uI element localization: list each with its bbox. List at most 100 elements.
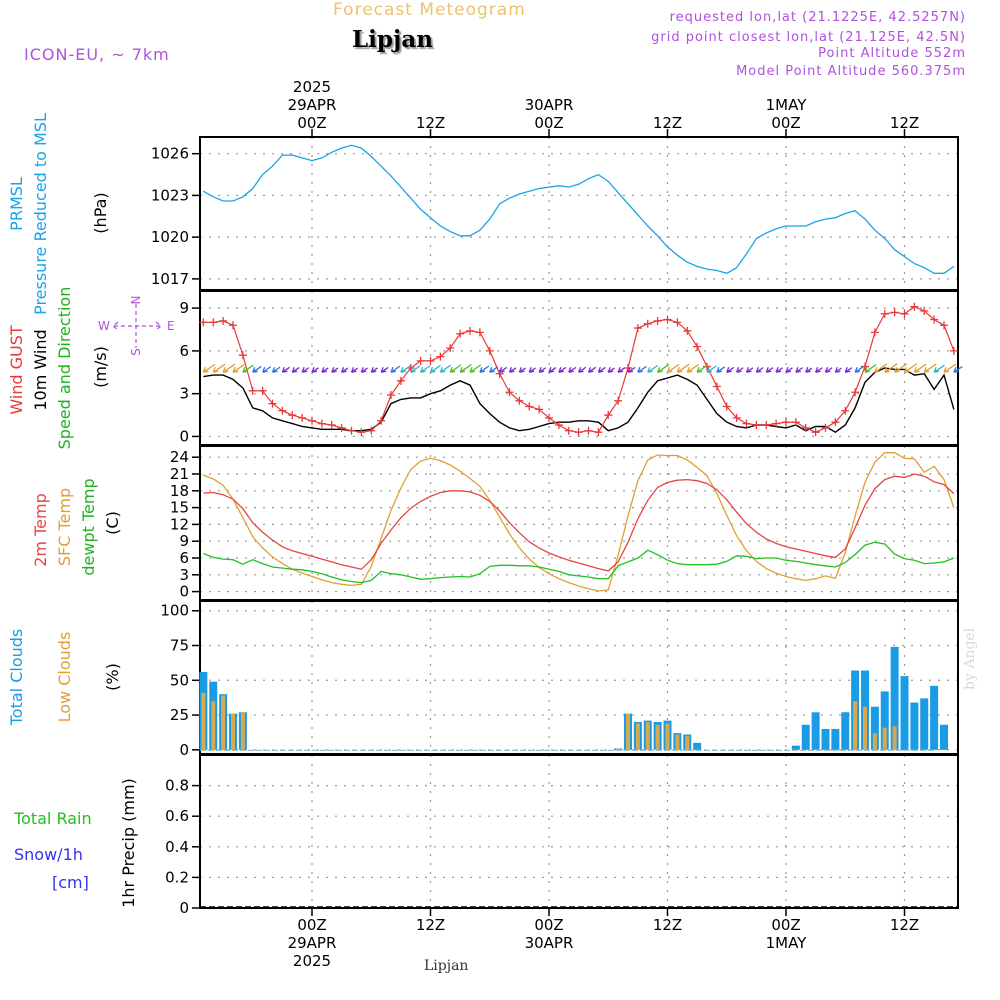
wind-direction-arrow — [587, 366, 597, 373]
wind-direction-arrow — [745, 367, 754, 373]
top-time-label: 29APR — [288, 96, 337, 114]
wind-direction-arrow — [202, 363, 216, 373]
wind-gust-point — [396, 376, 405, 385]
wind-direction-arrow — [824, 367, 833, 373]
wind-direction-arrow — [548, 367, 557, 373]
low-cloud-bar — [626, 713, 630, 750]
wind-gust-point — [357, 428, 366, 437]
bottom-time-label: 12Z — [653, 916, 682, 934]
wind-gust-point — [821, 423, 830, 432]
wind-label: 10m Wind — [31, 329, 50, 410]
wind-gust-point — [436, 352, 445, 361]
total-cloud-bar — [693, 742, 702, 750]
pressure-ytick-label: 1023 — [151, 186, 189, 204]
compass-north: N — [129, 296, 143, 305]
wind-gust-point — [643, 319, 652, 328]
wind-gust-point — [347, 426, 356, 435]
wind-gust-point — [940, 321, 948, 330]
wind-direction-arrow — [617, 367, 625, 373]
top-time-label: 1MAY — [766, 96, 808, 114]
wind-direction-arrow — [666, 363, 680, 373]
wind-gust-point — [327, 421, 336, 430]
temp-2m-line — [203, 473, 955, 572]
wind-gust-point — [248, 386, 257, 395]
wind-gust-point — [732, 413, 741, 422]
wind-gust-point — [426, 356, 435, 365]
point-altitude: Point Altitude 552m — [818, 46, 966, 61]
pressure-line — [203, 144, 955, 274]
wind-gust-point — [416, 356, 425, 365]
low-cloud-bar — [211, 701, 216, 750]
clouds-ytick-label: 0 — [179, 741, 189, 759]
low-clouds-label: Low Clouds — [55, 632, 74, 723]
low-cloud-bar — [221, 695, 226, 750]
wind-direction-arrow — [469, 364, 482, 373]
wind-direction-arrow — [864, 364, 877, 373]
wind-gust-point — [229, 321, 237, 330]
wind-gust-point — [880, 309, 889, 318]
model-name: ICON-EU, ~ 7km — [24, 45, 170, 64]
total-cloud-bar — [831, 728, 840, 750]
wind-gust-point — [564, 426, 573, 435]
compass-east: E — [167, 319, 175, 333]
wind-direction-arrow — [953, 366, 963, 373]
wind-direction-arrow — [380, 366, 389, 373]
wind-ytick-label: 0 — [179, 427, 189, 445]
wind-direction-arrow — [528, 367, 536, 373]
low-cloud-bar — [231, 713, 235, 750]
wind-direction-arrow — [429, 364, 441, 373]
pressure-label: PRMSL — [7, 177, 26, 231]
precip-ytick-label: 0 — [179, 899, 189, 917]
bottom-time-label: 12Z — [890, 916, 919, 934]
wind-gust-point — [861, 362, 869, 371]
wind-gust-point — [238, 351, 247, 360]
clouds-ytick-label: 50 — [170, 671, 189, 689]
wind-direction-arrow — [884, 363, 898, 373]
wind-direction-arrow — [627, 366, 636, 373]
wind-gust-point — [377, 416, 386, 425]
clouds-ytick-label: 25 — [170, 706, 189, 724]
wind-gust-point — [209, 318, 218, 327]
wind-gust-point — [683, 326, 692, 335]
wind-gust-point — [604, 411, 613, 420]
total-clouds-label: Total Clouds — [7, 629, 26, 727]
wind-gust-point — [278, 406, 287, 415]
wind-gust-point — [199, 318, 208, 327]
snow-unit-label: [cm] — [52, 873, 89, 892]
sfc-temp-label: SFC Temp — [55, 488, 74, 566]
temperature-ytick-label: 6 — [179, 549, 189, 567]
wind-direction-arrow — [657, 364, 670, 373]
wind-direction-arrow — [894, 363, 908, 373]
total-cloud-bar — [880, 691, 889, 750]
temperature-ytick-label: 3 — [179, 566, 189, 584]
wind-direction-arrow — [765, 367, 774, 373]
wind-gust-point — [811, 428, 820, 437]
wind-direction-arrow — [805, 367, 813, 373]
wind-direction-arrow — [410, 365, 421, 373]
wind-gust-point — [890, 308, 899, 317]
wind-gust-point — [693, 342, 702, 351]
pressure-ytick-label: 1020 — [151, 228, 189, 246]
wind-gust-point — [722, 402, 731, 411]
wind-direction-arrow — [736, 367, 744, 373]
low-cloud-bar — [685, 735, 690, 750]
wind-direction-arrow — [252, 365, 262, 373]
top-time-label: 00Z — [297, 114, 326, 132]
wind-gust-point — [703, 362, 711, 371]
wind-gust-point — [298, 413, 307, 422]
total-cloud-bar — [821, 728, 830, 750]
wind-gust-point — [456, 329, 465, 338]
wind-gust-point — [288, 411, 297, 420]
wind-direction-arrow — [578, 366, 587, 373]
wind-gust-point — [367, 426, 376, 435]
total-cloud-bar — [841, 712, 850, 750]
wind-gust-point — [930, 315, 939, 324]
wind-gust-point — [663, 315, 672, 324]
wind-direction-arrow — [222, 363, 236, 373]
bottom-time-label: 29APR — [288, 934, 337, 952]
pressure-label-full: Pressure Reduced to MSL — [31, 113, 50, 315]
wind-direction-label: Speed and Direction — [55, 287, 74, 450]
wind-direction-arrow — [449, 364, 462, 373]
snow-label: Snow/1h — [14, 845, 83, 864]
